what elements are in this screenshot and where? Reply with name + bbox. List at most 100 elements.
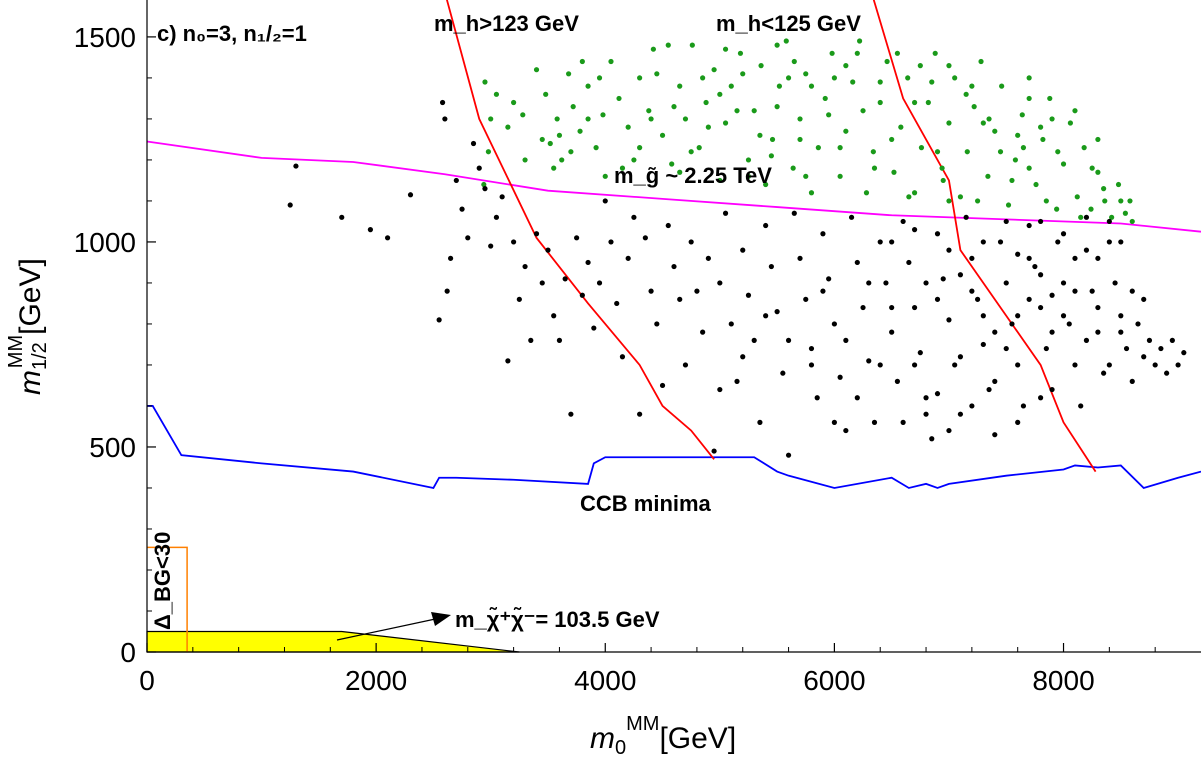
black-point — [1026, 296, 1032, 302]
green-point — [637, 145, 643, 151]
x-axis-superscript: MM — [626, 713, 659, 735]
green-point — [745, 157, 752, 163]
green-point — [593, 145, 599, 151]
black-point — [1032, 263, 1038, 270]
green-point — [637, 75, 643, 81]
green-point — [1118, 198, 1124, 204]
black-point — [745, 292, 752, 298]
green-point — [837, 173, 843, 179]
black-point — [997, 239, 1004, 245]
green-point — [986, 116, 992, 122]
green-point — [992, 128, 998, 134]
green-point — [511, 99, 517, 106]
green-point — [1095, 136, 1101, 143]
annotation-mh-123: m_h>123 GeV — [434, 11, 579, 36]
black-point — [768, 263, 774, 270]
black-point — [648, 288, 654, 294]
black-point — [911, 362, 918, 368]
green-point — [1038, 124, 1044, 130]
black-point — [969, 403, 975, 409]
black-point — [917, 350, 923, 356]
black-point — [1072, 288, 1078, 294]
black-point — [1095, 255, 1101, 261]
black-point — [619, 354, 626, 360]
black-point — [642, 235, 648, 241]
black-point — [785, 452, 792, 458]
green-point — [717, 177, 723, 184]
green-point — [722, 120, 729, 126]
y-axis-unit: [GeV] — [14, 258, 47, 335]
green-point — [980, 120, 986, 126]
green-point — [803, 71, 809, 77]
green-point — [911, 190, 918, 196]
black-point — [453, 177, 459, 184]
green-point — [1072, 108, 1078, 114]
black-point — [1141, 296, 1147, 302]
green-point — [1012, 157, 1019, 163]
green-point — [734, 108, 740, 114]
green-point — [1078, 214, 1084, 220]
black-point — [459, 206, 465, 212]
black-point — [682, 362, 689, 368]
green-point — [999, 83, 1005, 89]
black-point — [957, 272, 964, 278]
black-point — [1060, 280, 1067, 286]
green-point — [971, 104, 977, 110]
black-point — [1158, 345, 1164, 352]
green-point — [891, 169, 897, 175]
black-point — [843, 337, 849, 343]
black-point — [860, 304, 866, 311]
green-point — [669, 161, 675, 167]
black-point — [940, 276, 946, 282]
mh-123-contour — [446, 0, 715, 460]
green-point — [654, 71, 660, 77]
green-point — [1015, 132, 1021, 138]
black-point — [493, 214, 500, 220]
green-point — [963, 91, 969, 97]
black-point — [1129, 378, 1135, 384]
black-point — [722, 210, 729, 216]
green-point — [650, 46, 656, 52]
green-point — [631, 157, 637, 163]
green-point — [1026, 165, 1032, 171]
mh-125-contour — [872, 0, 1097, 473]
y-tick-label: 1500 — [74, 22, 136, 53]
chargino-arrow-line — [336, 617, 441, 641]
black-point — [785, 337, 792, 343]
black-point — [574, 235, 580, 241]
green-point — [648, 116, 654, 122]
green-point — [940, 177, 946, 184]
green-point — [929, 79, 935, 85]
ccb-minima-line — [147, 405, 1201, 489]
black-point — [1135, 321, 1141, 327]
green-point — [843, 63, 849, 69]
green-point — [585, 116, 591, 122]
black-point — [906, 259, 912, 266]
green-point — [808, 83, 815, 89]
green-point — [822, 95, 828, 102]
green-point — [659, 132, 666, 138]
black-point — [1015, 313, 1021, 319]
black-point — [791, 210, 797, 216]
green-point — [856, 38, 863, 44]
black-point — [1015, 419, 1021, 425]
green-point — [906, 194, 912, 200]
black-point — [826, 276, 832, 282]
green-point — [884, 58, 890, 65]
black-point — [980, 313, 986, 319]
black-point — [631, 214, 637, 220]
green-point — [1109, 214, 1115, 220]
black-point — [1078, 403, 1084, 409]
annotation-chargino: m_χ̃⁺χ̃⁻= 103.5 GeV — [455, 607, 660, 632]
black-point — [1003, 345, 1009, 352]
black-point — [499, 194, 505, 200]
green-point — [646, 108, 652, 114]
black-point — [980, 239, 986, 245]
green-point — [751, 108, 757, 114]
green-point — [568, 149, 574, 155]
black-point — [1095, 329, 1101, 335]
black-point — [889, 329, 895, 335]
black-point — [367, 227, 374, 233]
green-point — [689, 42, 695, 48]
